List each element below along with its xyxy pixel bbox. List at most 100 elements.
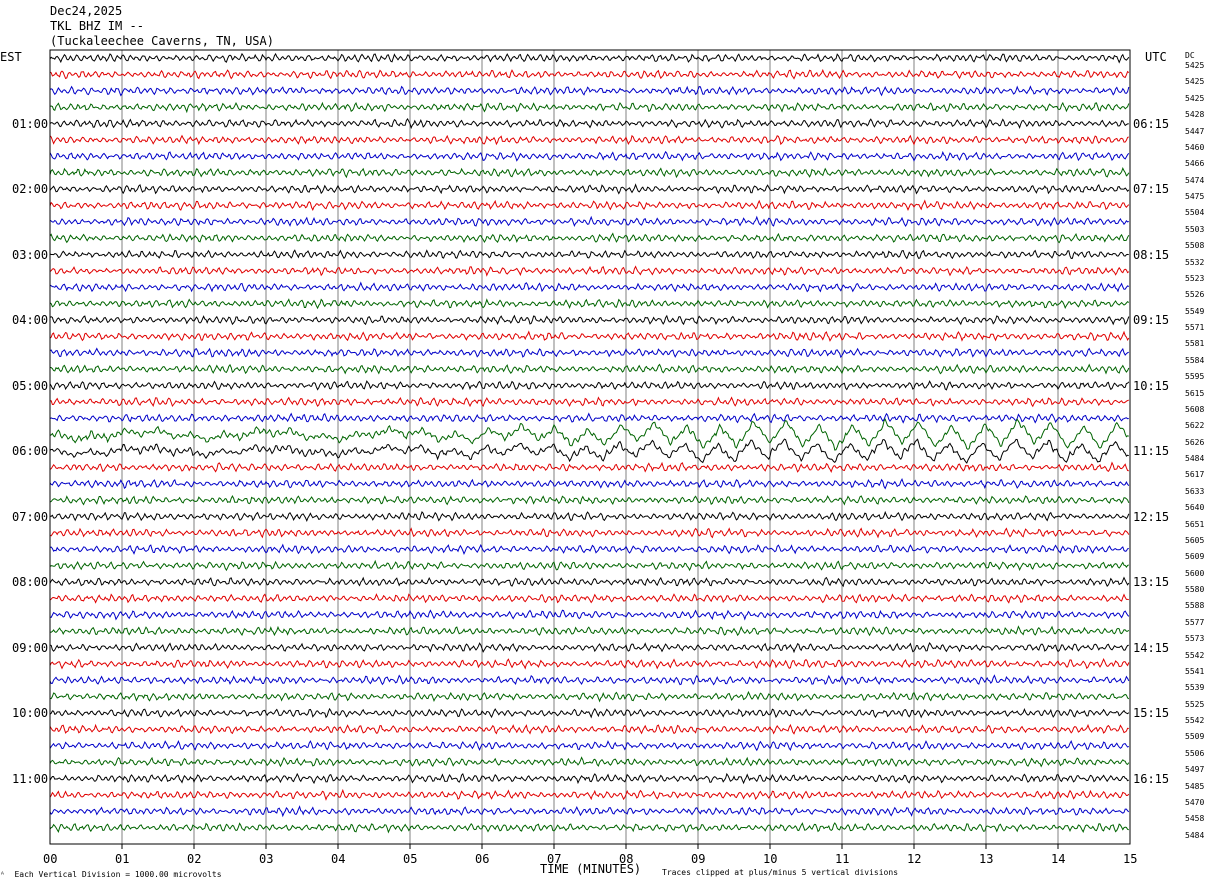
x-tick-label: 05 [403, 852, 418, 866]
left-hour-label: 02:00 [12, 182, 49, 196]
x-tick-label: 09 [691, 852, 706, 866]
dc-offset-label: 5447 [1185, 126, 1205, 136]
seismic-trace [49, 756, 1130, 768]
dc-offset-label: 5541 [1185, 666, 1205, 676]
dc-offset-label: 5470 [1185, 797, 1205, 807]
left-hour-label: 05:00 [12, 378, 49, 393]
right-hour-label: 09:15 [1133, 313, 1170, 327]
x-tick-label: 07 [547, 852, 562, 866]
seismic-trace [49, 199, 1130, 212]
dc-offset-label: 5651 [1185, 519, 1205, 529]
dc-offset-label: 5509 [1185, 732, 1205, 742]
dc-offset-label: 5609 [1185, 552, 1205, 562]
dc-offset-label: 5503 [1185, 224, 1205, 234]
dc-offset-label: 5581 [1185, 339, 1205, 349]
dc-offset-label: 5588 [1185, 601, 1205, 611]
dc-offset-label: 5633 [1185, 486, 1205, 496]
seismic-trace [49, 739, 1130, 752]
x-tick-label: 14 [1051, 852, 1066, 866]
seismic-trace [49, 68, 1130, 80]
seismic-trace [49, 167, 1130, 179]
dc-offset-label: 5539 [1185, 683, 1205, 693]
x-tick-label: 12 [907, 852, 922, 866]
seismic-trace [49, 822, 1129, 834]
dc-offset-label: 5504 [1185, 208, 1205, 218]
dc-offset-label: 5584 [1185, 355, 1205, 365]
dc-offset-label: 5525 [1185, 699, 1205, 709]
dc-offset-label: 5474 [1185, 175, 1205, 185]
seismic-trace [49, 232, 1130, 244]
right-hour-label: 06:15 [1133, 116, 1170, 131]
dc-offset-label: 5622 [1185, 421, 1205, 431]
seismic-trace [49, 314, 1130, 326]
dc-offset-label: 5608 [1185, 404, 1205, 414]
seismic-trace [49, 85, 1130, 97]
x-tick-label: 03 [259, 852, 274, 866]
seismic-trace [49, 461, 1129, 473]
dc-offset-label: 5549 [1185, 306, 1205, 316]
x-tick-label: 13 [979, 852, 994, 866]
dc-offset-label: 5506 [1185, 748, 1205, 758]
seismic-trace [49, 527, 1130, 539]
right-hour-label: 08:15 [1133, 247, 1170, 262]
seismic-trace [49, 418, 1129, 451]
right-hour-label: 15:15 [1133, 706, 1170, 720]
x-tick-label: 01 [115, 852, 130, 866]
division-note: ᴬ Each Vertical Division = 1000.00 micro… [0, 870, 222, 879]
seismic-trace [49, 690, 1130, 703]
dc-offset-label: 5615 [1185, 388, 1205, 398]
header-date: Dec24,2025 [50, 4, 123, 18]
seismic-trace [49, 625, 1130, 637]
x-tick-label: 10 [763, 852, 778, 866]
seismic-trace [49, 101, 1130, 114]
seismic-trace [49, 265, 1130, 277]
seismic-trace [49, 150, 1130, 162]
dc-offset-label: 5617 [1185, 470, 1205, 480]
left-hour-label: 01:00 [12, 116, 49, 131]
seismic-trace [49, 510, 1130, 522]
right-timezone-label: UTC [1145, 50, 1167, 64]
x-axis-title: TIME (MINUTES) [540, 862, 642, 876]
dc-offset-label: 5523 [1185, 273, 1205, 283]
left-hour-label: 08:00 [12, 575, 49, 589]
seismic-trace [49, 674, 1130, 686]
seismic-trace [49, 707, 1130, 719]
seismic-trace [49, 559, 1129, 572]
seismic-trace [49, 477, 1130, 490]
x-tick-label: 08 [619, 852, 634, 866]
seismic-trace [49, 363, 1130, 375]
left-hour-label: 06:00 [12, 444, 49, 458]
seismic-trace [49, 298, 1130, 310]
right-hour-label: 13:15 [1133, 575, 1170, 589]
dc-offset-label: 5542 [1185, 650, 1205, 660]
left-hour-label: 03:00 [12, 247, 49, 262]
seismic-trace [49, 438, 1129, 464]
seismic-trace [49, 412, 1129, 424]
seismic-trace [49, 134, 1129, 146]
dc-offset-label: 5577 [1185, 617, 1205, 627]
dc-offset-label: 5425 [1185, 77, 1205, 87]
right-hour-label: 12:15 [1133, 509, 1170, 524]
header-location: (Tuckaleechee Caverns, TN, USA) [50, 34, 274, 48]
left-hour-label: 10:00 [12, 706, 49, 720]
dc-offset-label: 5485 [1185, 781, 1205, 791]
dc-offset-label: 5460 [1185, 142, 1205, 152]
seismic-trace [49, 347, 1129, 359]
left-hour-label: 07:00 [12, 509, 49, 524]
dc-offset-label: 5626 [1185, 437, 1205, 447]
seismic-trace [49, 249, 1129, 260]
seismic-trace [49, 215, 1129, 228]
left-hour-label: 04:00 [12, 313, 49, 327]
seismic-trace [49, 380, 1130, 391]
right-hour-label: 16:15 [1133, 771, 1170, 786]
right-hour-label: 07:15 [1133, 182, 1170, 196]
dc-offset-label: 5466 [1185, 159, 1205, 169]
seismic-trace [49, 657, 1130, 670]
seismic-trace [49, 543, 1129, 555]
seismic-trace [49, 642, 1129, 654]
dc-offset-label: 5425 [1185, 93, 1205, 103]
left-timezone-label: EST [0, 50, 22, 64]
x-tick-label: 00 [43, 852, 58, 866]
x-tick-label: 11 [835, 852, 850, 866]
seismic-trace [49, 495, 1130, 506]
